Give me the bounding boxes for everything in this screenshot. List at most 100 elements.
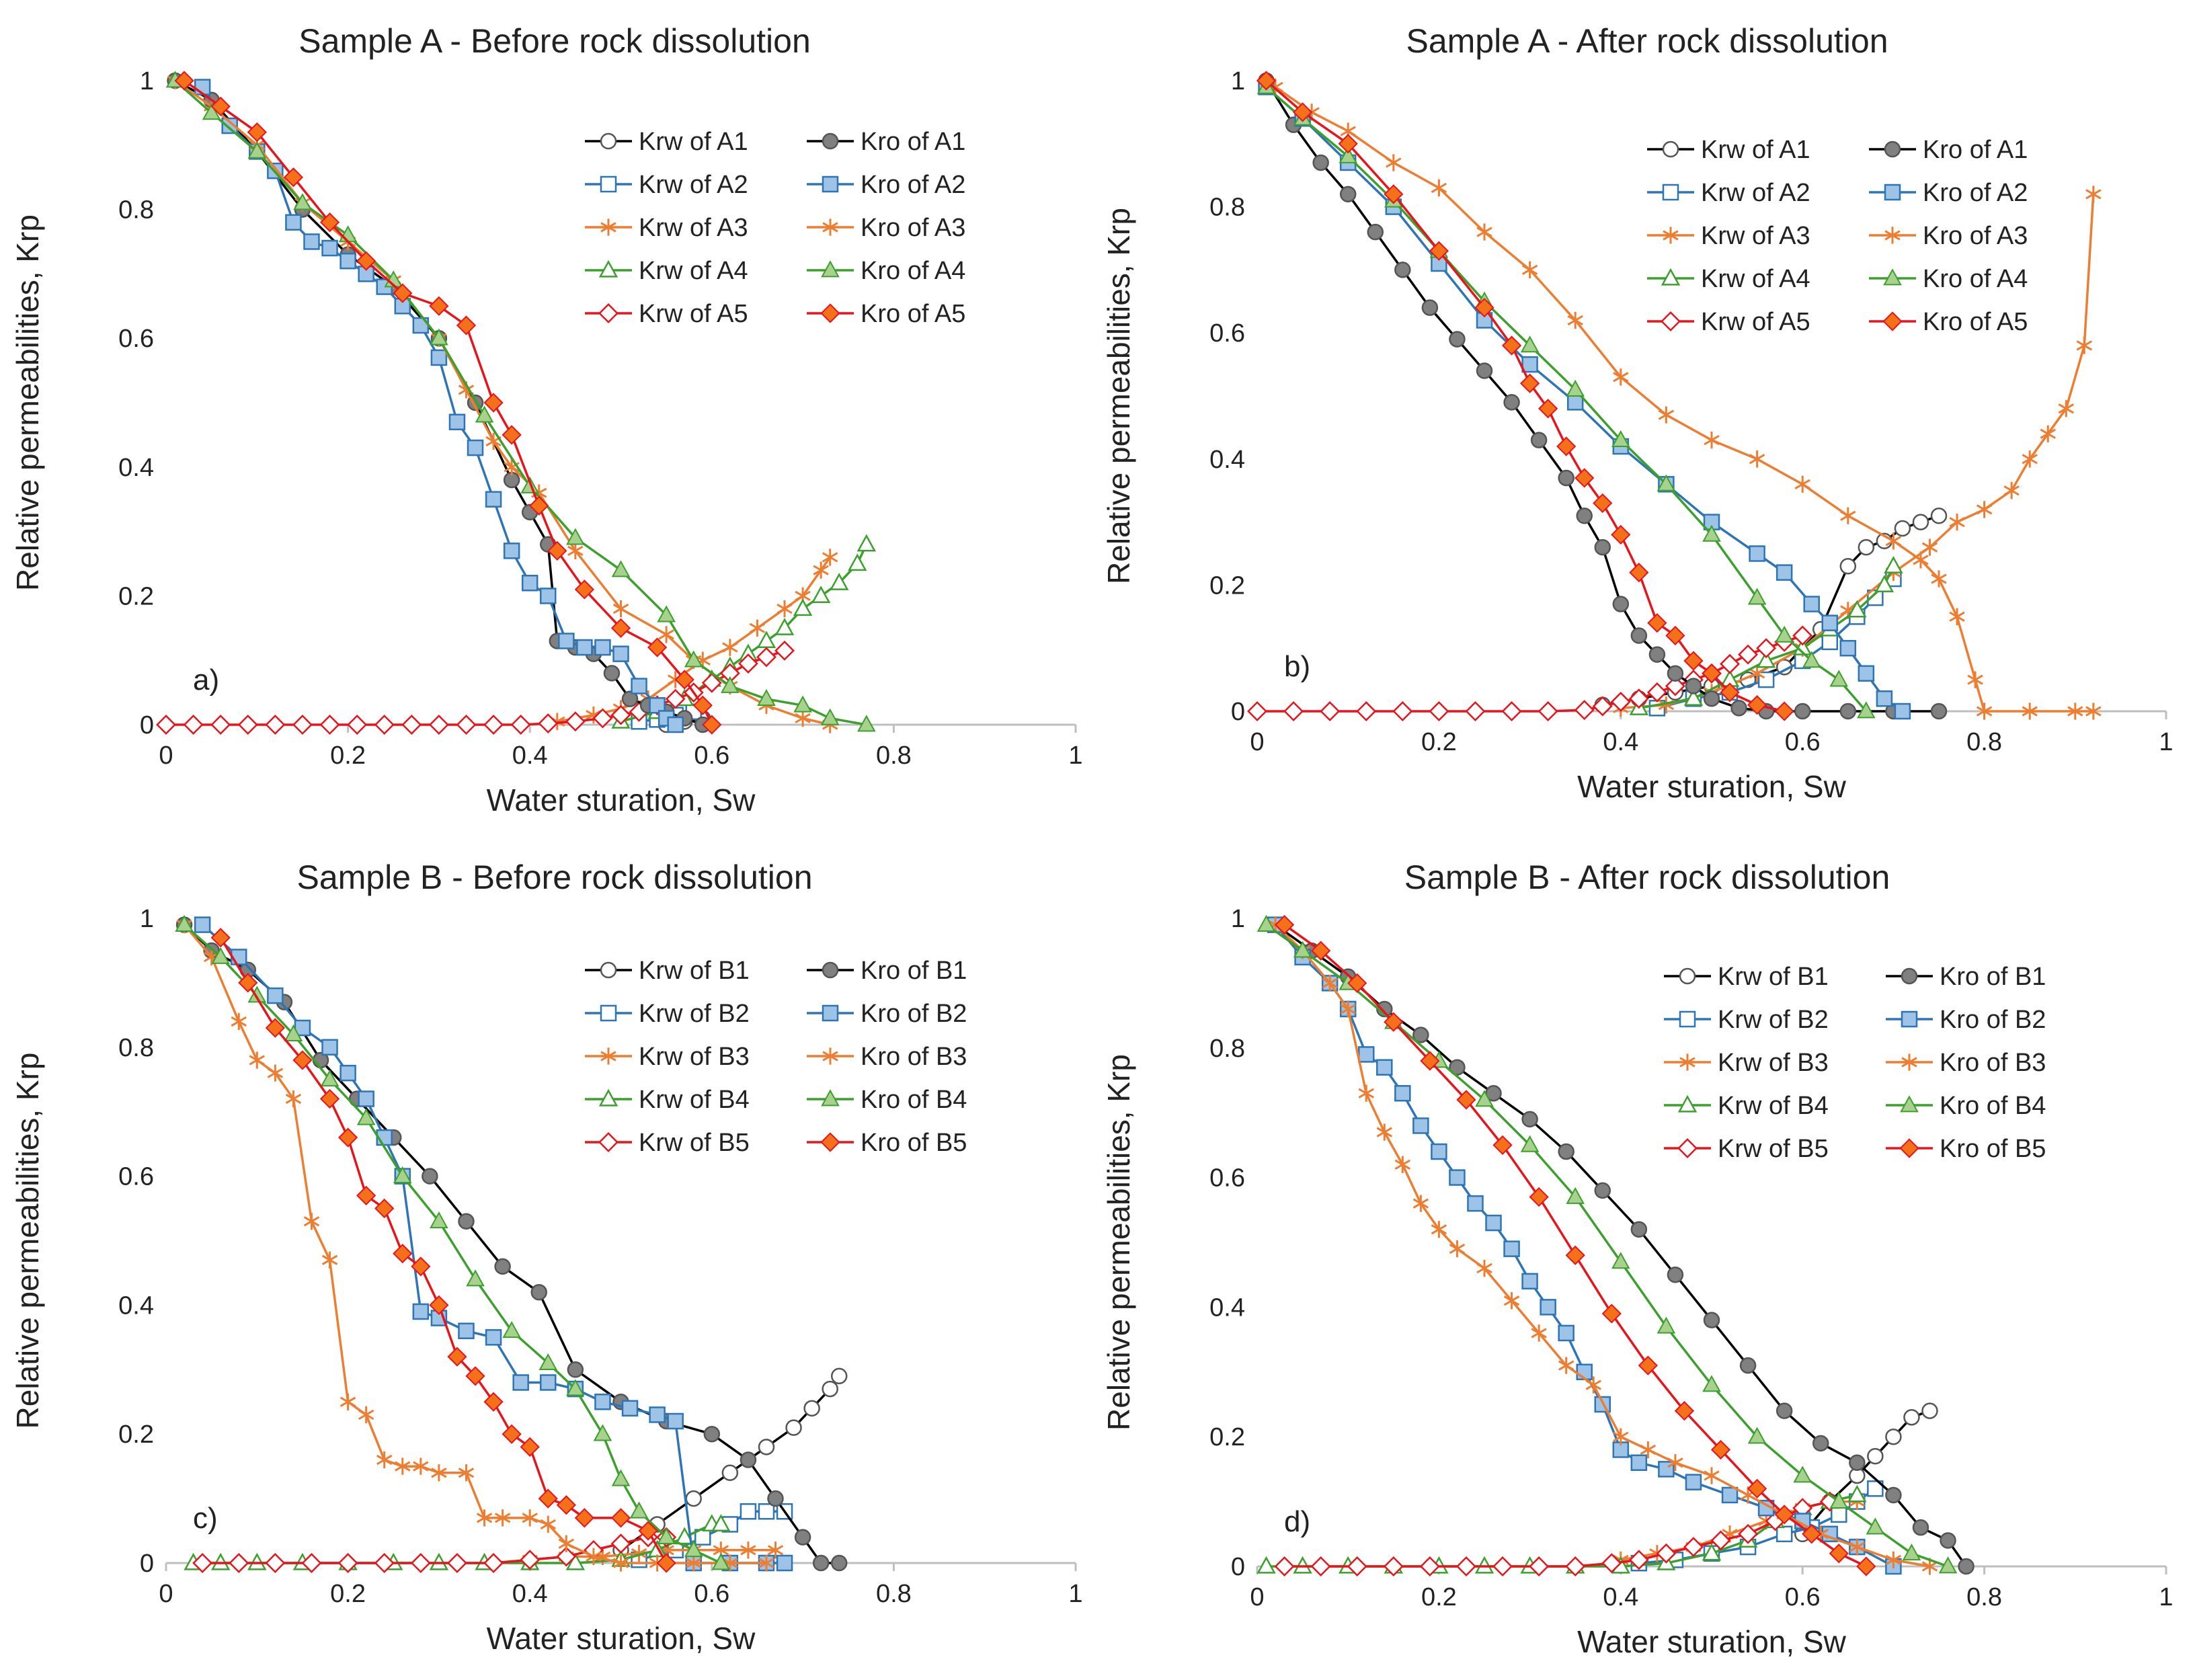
- data-point: [303, 233, 320, 250]
- data-point: [1556, 436, 1577, 456]
- legend-item: Kro of B3: [1886, 1049, 2046, 1077]
- series-line: [174, 79, 867, 726]
- data-point: [1521, 356, 1538, 373]
- data-point: [1566, 1187, 1585, 1204]
- data-point: [337, 1553, 358, 1573]
- data-point: [265, 1018, 285, 1038]
- legend-label: Kro of B4: [1940, 1092, 2046, 1120]
- data-point: [1894, 520, 1911, 537]
- data-point: [485, 1329, 502, 1346]
- data-point: [1419, 1556, 1440, 1576]
- data-point: [1849, 1454, 1866, 1472]
- x-tick-label: 0: [159, 1580, 173, 1608]
- series-line: [183, 924, 766, 1564]
- data-point: [1812, 1435, 1829, 1452]
- x-tick-label: 0.8: [876, 742, 912, 770]
- y-tick-label: 0: [140, 711, 154, 739]
- data-point: [1885, 1551, 1902, 1569]
- legend-marker: [822, 132, 839, 150]
- legend-label: Krw of B3: [1718, 1049, 1829, 1077]
- data-point: [1704, 432, 1720, 449]
- data-point: [321, 1251, 338, 1269]
- data-point: [1558, 469, 1574, 487]
- legend-item: Kro of B3: [807, 1043, 967, 1071]
- data-point: [1431, 1143, 1447, 1160]
- data-point: [1665, 676, 1685, 696]
- chart-panel-b: Sample A - After rock dissolution 0 0.2 0.4…: [1101, 22, 2174, 804]
- data-point: [465, 1366, 485, 1386]
- x-tick-label: 0.6: [694, 742, 729, 770]
- data-point: [1739, 1357, 1757, 1374]
- data-point: [1885, 1428, 1902, 1445]
- data-point: [1912, 1519, 1929, 1536]
- data-point: [1320, 701, 1341, 721]
- x-axis-label: Water sturation, Sw: [1577, 1624, 1846, 1659]
- data-point: [1667, 665, 1684, 682]
- series-line: [1257, 634, 1803, 713]
- data-point: [665, 688, 686, 709]
- y-tick-label: 0.2: [118, 582, 154, 610]
- data-point: [267, 987, 284, 1004]
- data-point: [374, 715, 395, 735]
- data-point: [476, 1509, 493, 1527]
- data-point: [1367, 223, 1384, 241]
- data-point: [538, 713, 559, 734]
- data-point: [1958, 1558, 1975, 1575]
- legend-item: Krw of B5: [1664, 1135, 1829, 1163]
- data-point: [1867, 1480, 1884, 1497]
- data-point: [1520, 335, 1540, 353]
- data-point: [1902, 1543, 1921, 1561]
- data-point: [319, 1088, 340, 1109]
- data-point: [1685, 678, 1702, 694]
- data-point: [558, 1535, 575, 1552]
- data-point: [1613, 1428, 1629, 1445]
- data-point: [529, 495, 549, 516]
- data-point: [1775, 625, 1794, 643]
- data-point: [1293, 941, 1312, 958]
- data-point: [1747, 695, 1767, 715]
- data-point: [494, 1509, 511, 1527]
- data-point: [1384, 184, 1404, 204]
- data-point: [522, 1509, 538, 1527]
- data-point: [811, 586, 831, 603]
- data-point: [1540, 1299, 1556, 1316]
- legend-label: Krw of B1: [639, 957, 750, 985]
- data-point: [1456, 1090, 1476, 1110]
- data-point: [1247, 701, 1267, 721]
- data-point: [1449, 1169, 1466, 1186]
- data-point: [1485, 1214, 1502, 1232]
- data-point: [612, 1554, 629, 1572]
- legend-label: Kro of A1: [861, 128, 965, 156]
- legend-marker: [820, 303, 840, 323]
- data-point: [822, 549, 838, 566]
- data-point: [1683, 688, 1704, 706]
- legend-label: Krw of B1: [1718, 963, 1829, 991]
- data-point: [576, 639, 593, 656]
- data-point: [340, 1393, 356, 1410]
- y-axis-label: Relative permeabilities, Krp: [1101, 1054, 1136, 1431]
- chart-title: Sample A - Before rock dissolution: [298, 22, 811, 60]
- data-point: [1474, 298, 1494, 318]
- data-point: [1638, 1355, 1658, 1375]
- data-point: [1794, 703, 1811, 720]
- data-point: [1792, 625, 1813, 646]
- data-point: [667, 1412, 684, 1430]
- data-point: [1976, 703, 1993, 720]
- data-point: [547, 541, 567, 561]
- data-point: [1476, 223, 1492, 241]
- data-point: [319, 715, 340, 735]
- data-point: [1492, 1556, 1513, 1576]
- legend-label: Krw of A4: [639, 257, 748, 285]
- legend: Krw of A1 Krw of A2 Krw of A3 Krw of A4 Krw …: [1647, 136, 2028, 336]
- data-point: [857, 715, 876, 732]
- legend-label: Kro of B1: [1940, 963, 2046, 991]
- data-point: [1492, 1135, 1513, 1156]
- data-point: [1356, 701, 1377, 721]
- data-point: [430, 1211, 448, 1229]
- legend-marker: [821, 1089, 840, 1107]
- data-point: [1503, 1292, 1520, 1310]
- legend-label: Krw of A1: [639, 128, 748, 156]
- data-point: [448, 413, 466, 430]
- data-point: [1501, 335, 1522, 356]
- chart-title: Sample B - Before rock dissolution: [296, 858, 812, 896]
